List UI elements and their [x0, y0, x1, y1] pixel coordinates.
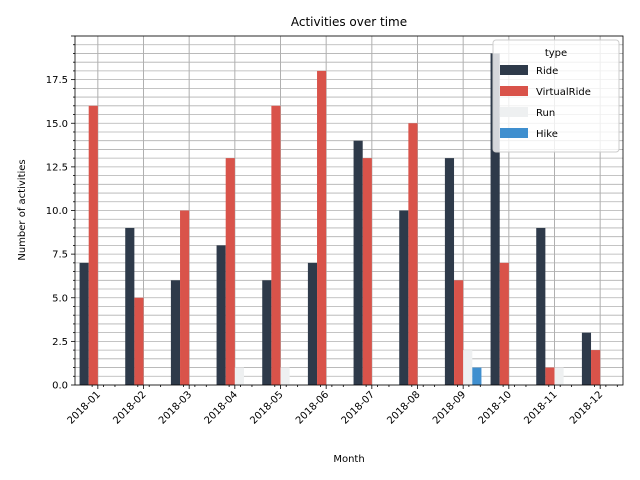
bar — [216, 245, 226, 385]
bar — [79, 262, 89, 385]
legend-swatch — [500, 86, 528, 96]
bar — [454, 280, 464, 385]
legend: type Ride VirtualRide Run Hike — [492, 39, 620, 153]
bar — [399, 210, 409, 385]
bar — [317, 70, 327, 386]
y-tick-labels: 0.0 2.5 5.0 7.5 10.0 12.5 15.0 17.5 — [46, 75, 68, 391]
bar — [134, 297, 144, 385]
bar — [170, 280, 181, 385]
legend-swatch — [500, 107, 528, 117]
bar — [125, 227, 135, 385]
x-axis-label: Month — [333, 454, 364, 465]
y-tick-label: 12.5 — [46, 162, 68, 173]
legend-swatch — [500, 128, 528, 138]
bar — [225, 158, 235, 385]
bar — [271, 105, 281, 386]
bar — [408, 123, 418, 385]
y-tick-label: 17.5 — [46, 75, 68, 86]
bar — [536, 227, 546, 385]
legend-label: Run — [536, 108, 555, 119]
legend-label: VirtualRide — [536, 87, 591, 98]
bar — [307, 262, 318, 385]
bar — [262, 280, 272, 385]
bar — [353, 140, 363, 385]
bar — [444, 158, 455, 385]
bar — [234, 367, 244, 385]
y-tick-label: 2.5 — [52, 337, 68, 348]
bar — [490, 53, 500, 385]
y-tick-label: 15.0 — [46, 119, 68, 130]
bar — [545, 367, 555, 385]
chart-title: Activities over time — [291, 15, 407, 29]
legend-label: Hike — [536, 129, 558, 140]
bar — [499, 262, 509, 385]
y-tick-label: 10.0 — [46, 206, 68, 217]
y-axis-label: Number of activities — [17, 159, 28, 260]
legend-title: type — [545, 48, 567, 59]
y-tick-label: 5.0 — [52, 293, 68, 304]
bar — [180, 210, 190, 385]
bars — [79, 53, 601, 386]
bar — [88, 105, 98, 386]
legend-label: Ride — [536, 66, 558, 77]
bar — [472, 367, 482, 385]
bar — [581, 332, 592, 385]
bar — [591, 350, 601, 385]
bar — [463, 350, 473, 385]
axes — [71, 35, 624, 389]
y-tick-label: 0.0 — [52, 381, 68, 392]
bar — [362, 158, 372, 385]
bar — [280, 367, 290, 385]
bar — [554, 367, 564, 385]
legend-items: Ride VirtualRide Run Hike — [500, 65, 591, 140]
legend-swatch — [500, 65, 528, 75]
y-tick-label: 7.5 — [52, 250, 68, 261]
